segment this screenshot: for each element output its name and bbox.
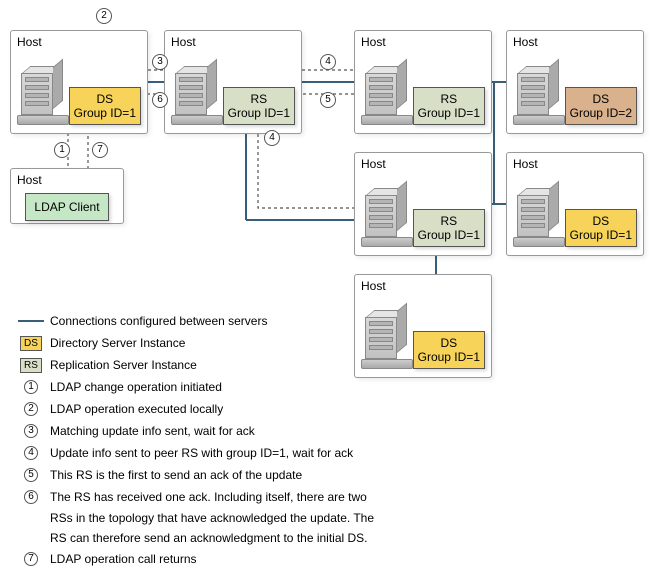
host-label: Host [361,35,386,49]
host-box-2: Host RS Group ID=1 [164,30,302,134]
connection-line-icon [18,320,44,322]
node-line2: Group ID=1 [418,350,480,364]
step-icon: 5 [24,468,38,482]
host-box-6: Host RS Group ID=1 [354,152,492,256]
rs-node: RS Group ID=1 [413,209,485,247]
step-2: 2 [96,8,112,24]
ds-node: DS Group ID=1 [69,87,141,125]
step-4: 4 [320,54,336,70]
node-line2: Group ID=1 [570,228,632,242]
step-5: 5 [320,92,336,108]
step-3: 3 [152,54,168,70]
rs-node: RS Group ID=1 [223,87,295,125]
server-icon [515,189,561,245]
legend-step-3: 3 Matching update info sent, wait for ac… [18,423,374,439]
ds-badge-icon: DS [20,336,42,351]
node-line1: DS [418,336,480,350]
node-line1: RS [418,92,480,106]
legend-rs: RS Replication Server Instance [18,357,374,373]
step-icon: 2 [24,402,38,416]
host-label: Host [513,157,538,171]
legend-step-4: 4 Update info sent to peer RS with group… [18,445,374,461]
legend-step-2: 2 LDAP operation executed locally [18,401,374,417]
ds-node: DS Group ID=1 [413,331,485,369]
node-line1: DS [74,92,136,106]
host-label: Host [17,173,42,187]
host-label: Host [17,35,42,49]
node-line2: Group ID=1 [418,228,480,242]
node-line2: Group ID=2 [570,106,632,120]
node-line1: DS [570,92,632,106]
server-icon [363,189,409,245]
host-box-7: Host DS Group ID=1 [506,152,644,256]
step-icon: 6 [24,490,38,504]
ds-node: DS Group ID=2 [565,87,637,125]
ldap-client: LDAP Client [25,193,109,221]
node-line1: RS [418,214,480,228]
host-label: Host [513,35,538,49]
legend-step-1: 1 LDAP change operation initiated [18,379,374,395]
host-box-3: Host RS Group ID=1 [354,30,492,134]
node-line2: Group ID=1 [418,106,480,120]
step-7: 7 [92,142,108,158]
server-icon [19,67,65,123]
step-4b: 4 [264,130,280,146]
rs-badge-icon: RS [20,358,42,373]
step-icon: 3 [24,424,38,438]
host-box-8: Host DS Group ID=1 [354,274,492,378]
node-line1: RS [228,92,290,106]
step-6: 6 [152,92,168,108]
legend-ds: DS Directory Server Instance [18,335,374,351]
node-line1: DS [570,214,632,228]
legend-step-6b: RSs in the topology that have acknowledg… [50,511,374,525]
legend-step-6c: RS can therefore send an acknowledgment … [50,531,374,545]
node-line2: Group ID=1 [228,106,290,120]
node-line2: Group ID=1 [74,106,136,120]
server-icon [515,67,561,123]
legend-step-6: 6 The RS has received one ack. Including… [18,489,374,505]
step-icon: 4 [24,446,38,460]
server-icon [363,67,409,123]
step-icon: 7 [24,552,38,566]
host-label: Host [361,279,386,293]
legend-step-5: 5 This RS is the first to send an ack of… [18,467,374,483]
server-icon [173,67,219,123]
legend-connection: Connections configured between servers [18,313,374,329]
host-box-5: Host LDAP Client [10,168,124,224]
rs-node: RS Group ID=1 [413,87,485,125]
host-label: Host [361,157,386,171]
ds-node: DS Group ID=1 [565,209,637,247]
host-box-1: Host DS Group ID=1 [10,30,148,134]
step-1: 1 [54,142,70,158]
host-label: Host [171,35,196,49]
legend: Connections configured between servers D… [18,313,374,573]
step-icon: 1 [24,380,38,394]
host-box-4: Host DS Group ID=2 [506,30,644,134]
